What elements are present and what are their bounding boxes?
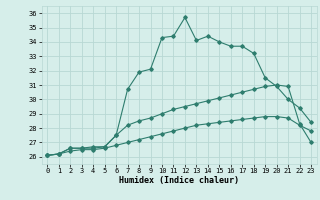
- X-axis label: Humidex (Indice chaleur): Humidex (Indice chaleur): [119, 176, 239, 185]
